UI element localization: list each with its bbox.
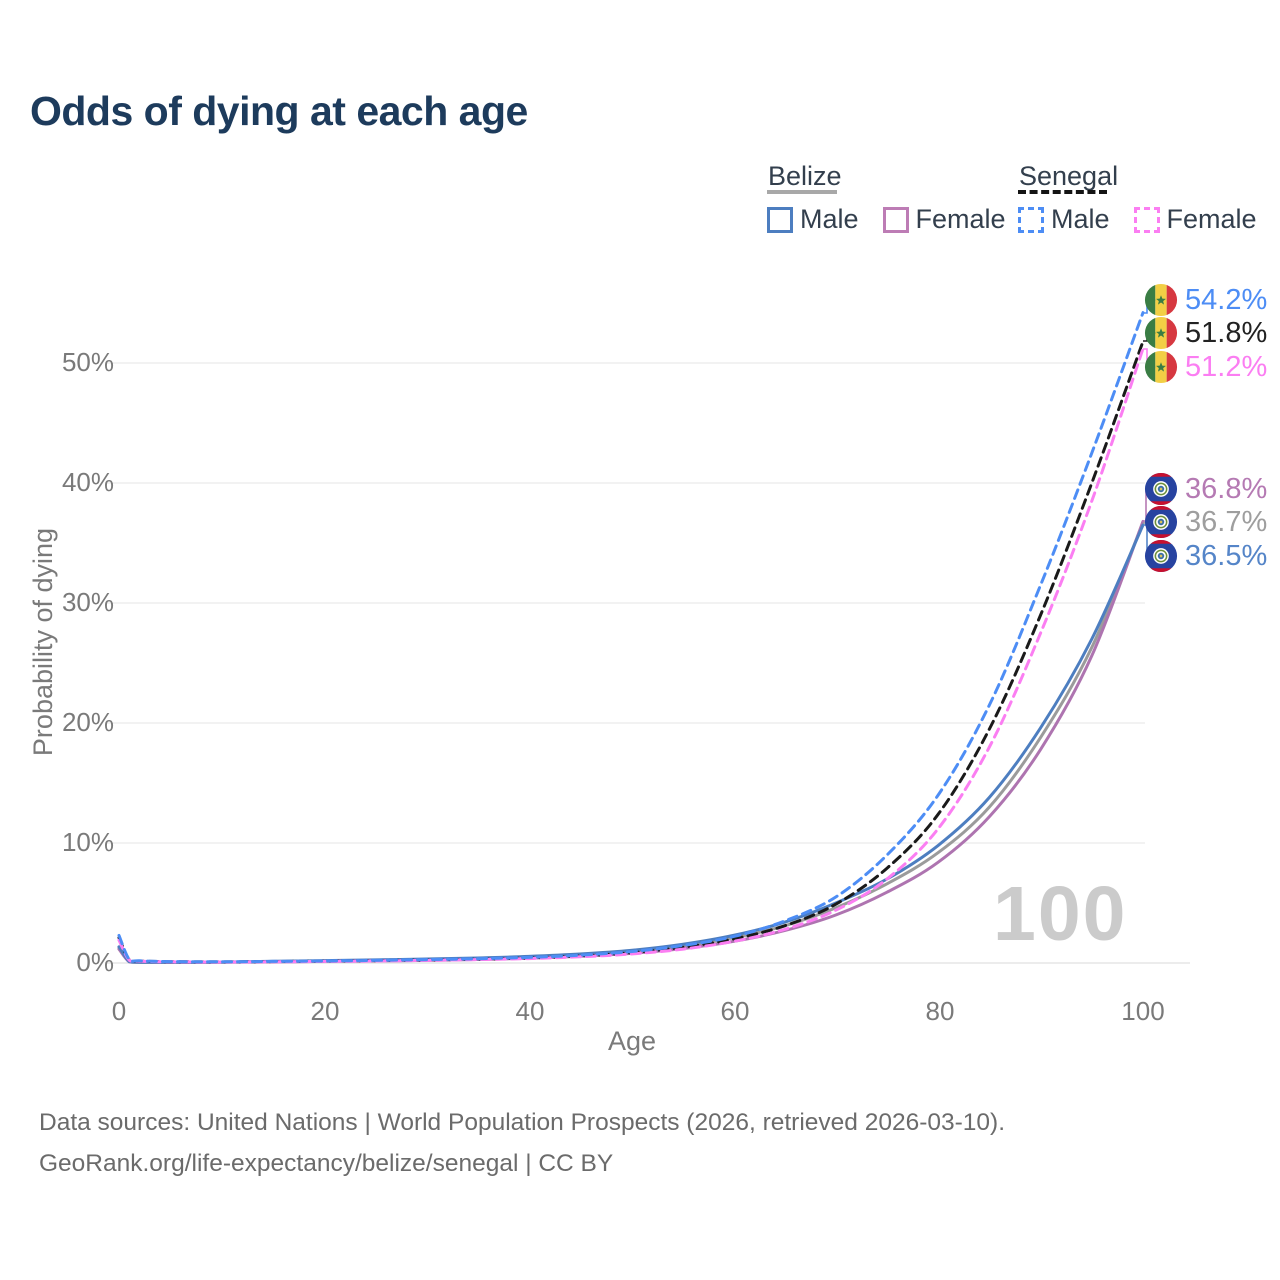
end-label-senegal-female[interactable]: 51.2% [1144, 350, 1267, 384]
data-curves [117, 311, 1145, 964]
page-title: Odds of dying at each age [30, 88, 528, 134]
senegal-male-swatch-icon [1018, 206, 1044, 233]
senegal-flag-icon [1144, 350, 1178, 384]
x-tick-40: 40 [515, 996, 545, 1026]
attribution-line[interactable]: GeoRank.org/life-expectancy/belize/seneg… [39, 1150, 614, 1177]
legend-group-senegal-label[interactable]: Senegal [1019, 161, 1119, 191]
legend-item-label: Male [800, 204, 859, 234]
belize-flag-icon [1144, 539, 1178, 573]
senegal-flag-icon [1144, 316, 1178, 350]
end-label-senegal-male[interactable]: 54.2% [1144, 283, 1267, 317]
belize-flag-icon [1144, 472, 1178, 506]
belize-male-swatch-icon [767, 206, 793, 233]
curve-belize-female [117, 519, 1145, 964]
y-tick-50: 50% [61, 347, 114, 377]
x-tick-20: 20 [310, 996, 340, 1026]
x-axis-title: Age [607, 1026, 657, 1056]
x-tick-80: 80 [925, 996, 955, 1026]
legend-item-belize-male[interactable]: Male [767, 204, 859, 235]
legend-belize-items: Male Female [767, 204, 1030, 235]
belize-female-swatch-icon [882, 206, 909, 233]
legend-senegal-items: Male Female [1018, 204, 1280, 235]
x-tick-0: 0 [111, 996, 127, 1026]
end-value: 36.7% [1185, 505, 1268, 538]
y-axis-title: Probability of dying [28, 527, 58, 757]
x-tick-100: 100 [1121, 996, 1165, 1026]
legend-item-label: Female [915, 204, 1006, 234]
legend-item-belize-female[interactable]: Female [882, 204, 1006, 235]
end-value: 54.2% [1185, 283, 1268, 316]
curve-senegal-female [117, 347, 1145, 964]
footer: Data sources: United Nations | World Pop… [39, 1102, 1005, 1184]
x-tick-60: 60 [720, 996, 750, 1026]
senegal-female-swatch-icon [1133, 206, 1160, 233]
legend-group-belize-label[interactable]: Belize [768, 161, 842, 191]
curve-belize-both [117, 521, 1145, 964]
end-value: 51.2% [1185, 350, 1268, 383]
y-tick-40: 40% [61, 467, 114, 497]
age-watermark: 100 [993, 871, 1128, 957]
end-value: 36.5% [1185, 539, 1268, 572]
end-value: 36.8% [1185, 472, 1268, 505]
legend-item-label: Male [1051, 204, 1110, 234]
y-tick-10: 10% [61, 827, 114, 857]
legend-senegal-underline [1018, 190, 1107, 194]
legend-item-senegal-male[interactable]: Male [1018, 204, 1110, 235]
end-label-belize-male[interactable]: 36.5% [1144, 539, 1267, 573]
gridlines [105, 362, 1190, 964]
legend-belize-underline [767, 190, 837, 194]
legend-item-senegal-female[interactable]: Female [1133, 204, 1257, 235]
y-tick-0: 0% [76, 947, 114, 977]
curve-belize-male [117, 523, 1145, 964]
curve-senegal-both [117, 339, 1145, 964]
curve-senegal-male [117, 311, 1145, 964]
end-label-belize-both[interactable]: 36.7% [1144, 505, 1267, 539]
senegal-flag-icon [1144, 283, 1178, 317]
y-tick-30: 30% [61, 587, 114, 617]
legend-item-label: Female [1166, 204, 1257, 234]
data-sources-line: Data sources: United Nations | World Pop… [39, 1109, 1006, 1136]
belize-flag-icon [1144, 505, 1178, 539]
y-tick-20: 20% [61, 707, 114, 737]
end-label-senegal-both[interactable]: 51.8% [1144, 316, 1267, 350]
end-label-belize-female[interactable]: 36.8% [1144, 472, 1267, 506]
end-value: 51.8% [1185, 316, 1268, 349]
